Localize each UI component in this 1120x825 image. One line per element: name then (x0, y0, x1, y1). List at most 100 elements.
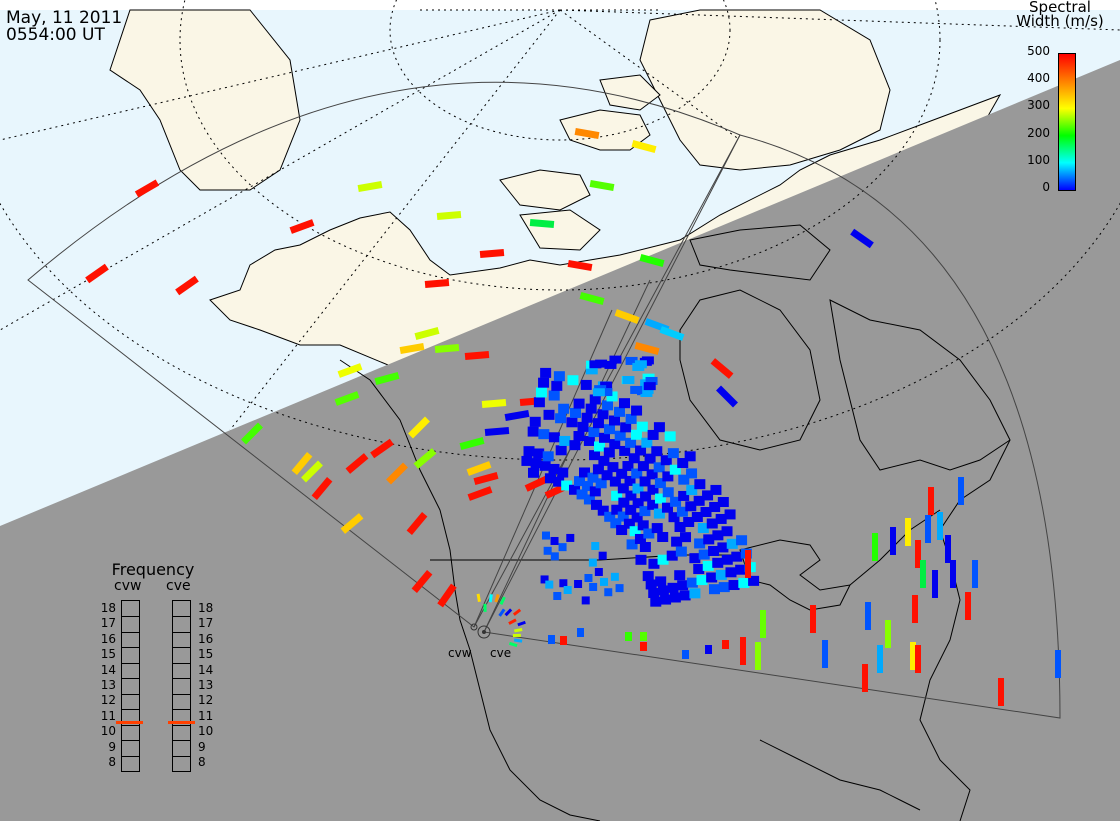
cvw-label: cvw (448, 646, 472, 660)
echo-cell (530, 417, 541, 427)
echo-cell (674, 570, 685, 580)
frequency-tick-left: 16 (98, 633, 116, 645)
echo-cell (625, 632, 632, 641)
echo-cell (574, 399, 585, 409)
frequency-cve-label: cve (166, 578, 191, 594)
echo-cell (687, 578, 698, 588)
frequency-tick-right: 11 (198, 710, 213, 722)
echo-cell (725, 567, 736, 577)
echo-cell (706, 572, 717, 582)
echo-cell (745, 550, 751, 578)
echo-cell (599, 552, 607, 560)
echo-cell (718, 497, 729, 507)
frequency-cell-divider (122, 663, 139, 664)
echo-cell (595, 568, 603, 576)
frequency-cell-divider (122, 709, 139, 710)
echo-cell (865, 602, 871, 630)
echo-cell (663, 487, 674, 497)
echo-cell (646, 579, 657, 589)
colorbar-title-line2: Width (m/s) (1000, 14, 1120, 29)
frequency-cell-divider (122, 647, 139, 648)
frequency-tick-left: 15 (98, 648, 116, 660)
echo-cell (589, 583, 597, 591)
frequency-tick-left: 9 (98, 741, 116, 753)
echo-cell (686, 468, 697, 478)
echo-cell (637, 422, 648, 432)
echo-cell (549, 391, 560, 401)
echo-cell (885, 620, 891, 648)
echo-cell (680, 590, 691, 600)
frequency-cell-divider (173, 616, 190, 617)
echo-cell (640, 632, 647, 641)
frequency-tick-left: 18 (98, 602, 116, 614)
echo-cell (578, 422, 589, 432)
echo-cell (648, 588, 659, 598)
echo-cell (544, 410, 555, 420)
echo-cell (660, 595, 671, 605)
echo-cell (538, 429, 549, 439)
echo-cell (716, 570, 727, 580)
frequency-tick-left: 17 (98, 617, 116, 629)
frequency-cell-divider (122, 740, 139, 741)
frequency-marker-cve (168, 721, 195, 724)
echo-cell (965, 592, 971, 620)
colorbar-tick: 300 (1010, 99, 1050, 111)
echo-cell (862, 664, 868, 692)
cve-site-dot (482, 630, 486, 634)
echo-cell (760, 610, 766, 638)
frequency-tick-right: 18 (198, 602, 213, 614)
echo-cell (920, 560, 926, 588)
echo-cell (555, 413, 566, 423)
echo-cell (549, 432, 560, 442)
echo-cell (534, 397, 545, 407)
echo-cell (564, 586, 572, 594)
echo-cell (600, 578, 608, 586)
echo-cell (670, 592, 681, 602)
echo-cell (533, 448, 544, 458)
echo-cell (736, 535, 747, 545)
echo-cell (682, 650, 689, 659)
echo-cell (958, 477, 964, 505)
echo-cell (528, 468, 539, 478)
echo-cell (551, 381, 562, 391)
echo-cell (877, 645, 883, 673)
frequency-tick-right: 10 (198, 725, 213, 737)
echo-cell (631, 406, 642, 416)
echo-cell (1055, 650, 1061, 678)
echo-cell (731, 552, 742, 562)
echo-cell (582, 596, 590, 604)
echo-cell (915, 645, 921, 673)
echo-cell (584, 574, 592, 582)
frequency-cell-divider (173, 694, 190, 695)
frequency-marker-cvw (116, 721, 143, 724)
cve-label: cve (490, 646, 511, 660)
echo-cell (709, 584, 720, 594)
echo-cell (697, 575, 708, 585)
echo-cell (594, 441, 605, 451)
echo-cell (584, 436, 595, 446)
echo-cell (524, 446, 535, 456)
echo-cell (569, 440, 580, 450)
frequency-cell-divider (173, 709, 190, 710)
frequency-tick-left: 8 (98, 756, 116, 768)
echo-cell (925, 515, 931, 543)
frequency-cell-divider (173, 678, 190, 679)
echo-cell (582, 413, 593, 423)
echo-cell (729, 580, 740, 590)
echo-cell (536, 387, 547, 397)
echo-cell (722, 526, 733, 536)
echo-cell (668, 448, 679, 458)
echo-cell (588, 427, 599, 437)
frequency-cvw-label: cvw (114, 578, 141, 594)
echo-cell (712, 558, 723, 568)
echo-cell (680, 532, 691, 542)
echo-cell (589, 450, 600, 460)
frequency-cell-divider (173, 756, 190, 757)
echo-cell (619, 398, 630, 408)
echo-cell (581, 380, 592, 390)
echo-cell (658, 585, 669, 595)
frequency-cell-divider (173, 647, 190, 648)
echo-cell (589, 559, 597, 567)
